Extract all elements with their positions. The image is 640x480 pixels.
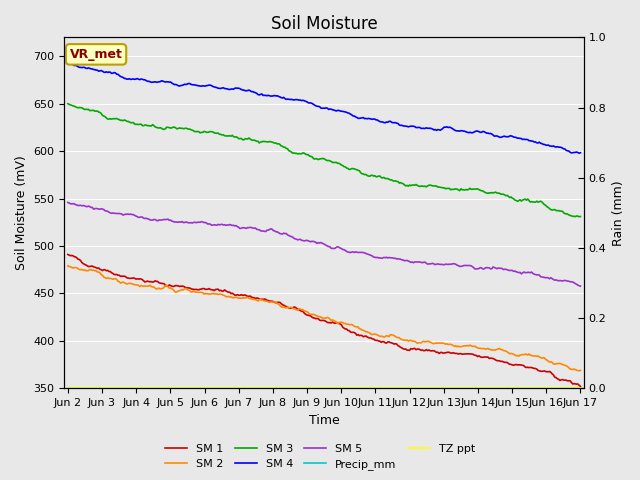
X-axis label: Time: Time — [308, 414, 339, 427]
SM 1 — [267, 298, 275, 304]
SM 1 — [231, 292, 239, 298]
Precip_mm — [577, 385, 584, 391]
Precip_mm — [64, 385, 72, 391]
Precip_mm — [125, 385, 133, 391]
Precip_mm — [434, 385, 442, 391]
TZ ppt — [436, 385, 444, 391]
SM 3 — [387, 177, 394, 183]
TZ ppt — [125, 385, 133, 391]
Precip_mm — [267, 385, 275, 391]
TZ ppt — [577, 385, 584, 391]
SM 2 — [436, 340, 444, 346]
TZ ppt — [267, 385, 275, 391]
SM 5 — [434, 261, 442, 267]
SM 3 — [267, 139, 275, 145]
SM 4 — [231, 85, 239, 91]
SM 5 — [577, 283, 584, 289]
SM 2 — [64, 263, 72, 269]
TZ ppt — [434, 385, 442, 391]
SM 4 — [125, 76, 133, 82]
Precip_mm — [231, 385, 239, 391]
SM 3 — [436, 184, 444, 190]
Y-axis label: Soil Moisture (mV): Soil Moisture (mV) — [15, 156, 28, 270]
SM 4 — [64, 60, 72, 66]
SM 5 — [267, 226, 275, 232]
SM 2 — [577, 368, 584, 373]
SM 1 — [434, 349, 442, 355]
SM 5 — [125, 212, 133, 217]
Line: SM 3: SM 3 — [68, 104, 580, 217]
SM 3 — [577, 214, 584, 219]
Precip_mm — [387, 385, 394, 391]
SM 5 — [64, 200, 72, 205]
SM 3 — [434, 184, 442, 190]
SM 5 — [436, 262, 444, 267]
SM 2 — [231, 295, 239, 300]
SM 1 — [577, 384, 584, 389]
SM 4 — [577, 150, 584, 156]
SM 3 — [231, 134, 239, 140]
TZ ppt — [231, 385, 239, 391]
SM 1 — [387, 340, 394, 346]
SM 2 — [387, 332, 394, 337]
SM 2 — [574, 368, 582, 373]
SM 4 — [387, 119, 394, 124]
SM 1 — [125, 276, 133, 281]
SM 2 — [434, 340, 442, 346]
Precip_mm — [436, 385, 444, 391]
SM 5 — [387, 255, 394, 261]
Line: SM 1: SM 1 — [68, 254, 580, 386]
Legend: SM 1, SM 2, SM 3, SM 4, SM 5, Precip_mm, TZ ppt: SM 1, SM 2, SM 3, SM 4, SM 5, Precip_mm,… — [161, 439, 479, 474]
Line: SM 2: SM 2 — [68, 266, 580, 371]
SM 1 — [64, 252, 72, 257]
SM 4 — [267, 93, 275, 99]
TZ ppt — [64, 385, 72, 391]
SM 1 — [436, 349, 444, 355]
TZ ppt — [387, 385, 394, 391]
SM 2 — [125, 280, 133, 286]
Title: Soil Moisture: Soil Moisture — [271, 15, 378, 33]
SM 2 — [267, 299, 275, 305]
SM 3 — [575, 214, 583, 220]
SM 4 — [434, 127, 442, 132]
SM 4 — [575, 150, 583, 156]
Y-axis label: Rain (mm): Rain (mm) — [612, 180, 625, 246]
SM 4 — [436, 127, 444, 133]
SM 3 — [64, 101, 72, 107]
SM 3 — [125, 119, 133, 125]
Text: VR_met: VR_met — [70, 48, 122, 61]
Line: SM 4: SM 4 — [68, 63, 580, 153]
Line: SM 5: SM 5 — [68, 203, 580, 286]
SM 5 — [231, 223, 239, 229]
